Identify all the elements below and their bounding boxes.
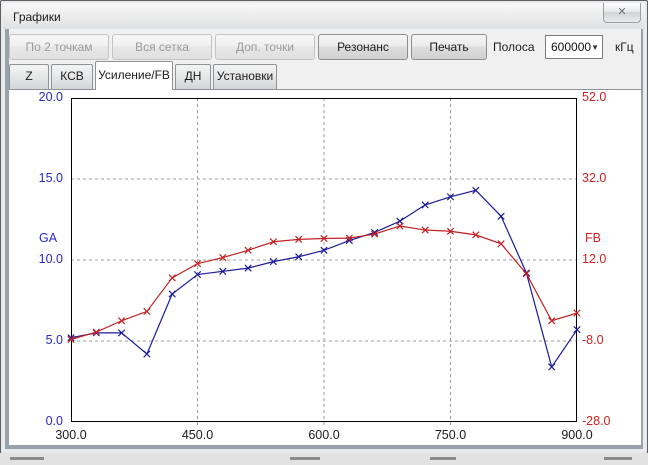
y-right-tick-label: -28.0 xyxy=(582,414,611,428)
y-right-tick-label: -8.0 xyxy=(582,333,604,347)
whole-grid-button[interactable]: Вся сетка xyxy=(112,34,212,60)
titlebar[interactable]: Графики xyxy=(3,3,645,29)
band-combobox[interactable]: 600000 ▼ xyxy=(545,35,603,59)
chart-page xyxy=(9,89,641,445)
x-tick-label: 300.0 xyxy=(55,428,87,442)
x-tick-label: 450.0 xyxy=(181,428,214,442)
y-left-tick-label: 15.0 xyxy=(38,171,63,185)
background-window-fragment xyxy=(0,453,648,465)
chart-plot-area xyxy=(67,98,581,427)
x-tick-label: 750.0 xyxy=(434,428,467,442)
right-axis-name: FB xyxy=(585,231,601,245)
by-2-points-button[interactable]: По 2 точкам xyxy=(9,34,109,60)
window-content: По 2 точкам Вся сетка Доп. точки Резонан… xyxy=(9,29,641,445)
tab-settings[interactable]: Установки xyxy=(213,64,277,89)
band-unit-label: кГц xyxy=(615,40,634,54)
tab-ksv[interactable]: КСВ xyxy=(51,64,93,89)
close-icon: ✕ xyxy=(617,6,627,18)
band-value: 600000 xyxy=(551,40,592,54)
tab-z[interactable]: Z xyxy=(9,64,49,89)
close-button[interactable]: ✕ xyxy=(603,3,641,23)
y-left-tick-label: 0.0 xyxy=(45,414,63,428)
left-axis-name: GA xyxy=(39,231,58,245)
x-tick-label: 600.0 xyxy=(308,428,340,442)
window-title: Графики xyxy=(13,10,61,24)
x-tick-label: 900.0 xyxy=(561,428,593,442)
y-left-tick-label: 5.0 xyxy=(45,333,63,347)
print-button[interactable]: Печать xyxy=(411,34,487,60)
chevron-down-icon[interactable]: ▼ xyxy=(591,43,599,52)
tab-dn[interactable]: ДН xyxy=(175,64,211,89)
extra-points-button[interactable]: Доп. точки xyxy=(215,34,315,60)
band-label: Полоса xyxy=(493,40,535,54)
y-left-tick-label: 20.0 xyxy=(38,90,63,104)
resonance-button[interactable]: Резонанс xyxy=(318,34,408,60)
window-graphs: Графики ✕ По 2 точкам Вся сетка Доп. точ… xyxy=(0,0,648,454)
y-right-tick-label: 52.0 xyxy=(582,90,607,104)
y-left-tick-label: 10.0 xyxy=(38,252,63,266)
y-right-tick-label: 12.0 xyxy=(582,252,607,266)
y-right-tick-label: 32.0 xyxy=(582,171,607,185)
tab-gain-fb[interactable]: Усиление/FB xyxy=(95,61,173,90)
